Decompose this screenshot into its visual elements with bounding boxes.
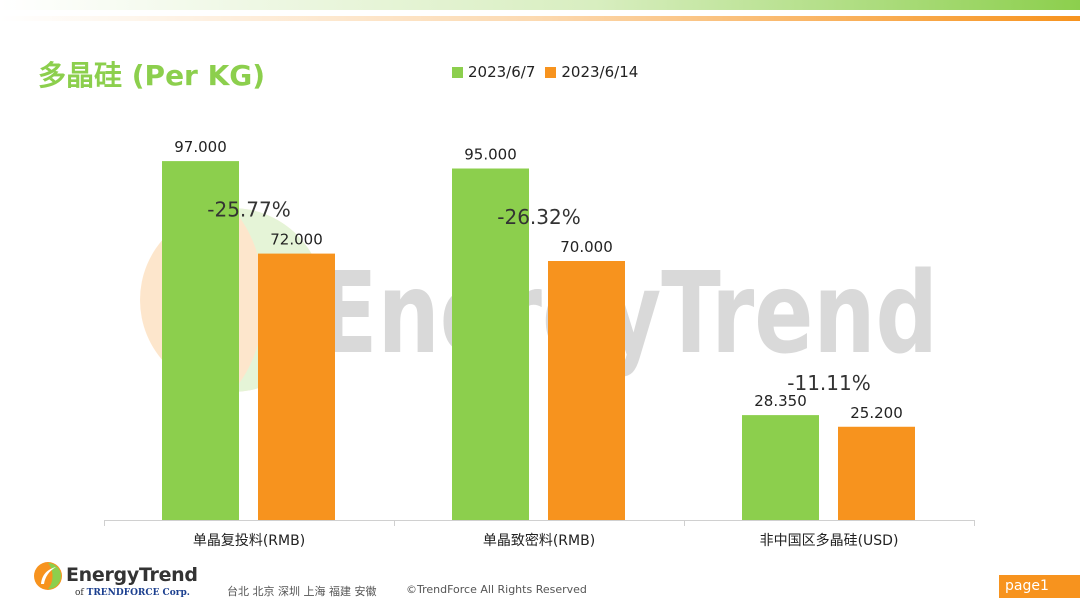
data-label-1-2: 95.000: [464, 146, 517, 164]
brand-sub-prefix: of: [75, 588, 84, 598]
brand-sub-name: TRENDFORCE Corp.: [86, 588, 190, 598]
bar-2-1: [258, 253, 335, 520]
bar-1-1: [162, 161, 239, 520]
watermark-text: EnergyTrend: [318, 249, 938, 379]
legend-label-series-2: 2023/6/14: [561, 63, 639, 81]
top-decor-bar: [0, 0, 1080, 21]
data-label-2-2: 70.000: [560, 238, 613, 256]
legend-item-series-2: 2023/6/14: [545, 63, 638, 81]
change-label-2: -26.32%: [497, 205, 580, 229]
data-label-1-1: 97.000: [174, 138, 227, 156]
x-tick-label-3: 非中国区多晶硅(USD): [760, 532, 899, 549]
x-tick-label-2: 单晶致密料(RMB): [483, 532, 595, 549]
page-number-badge: page1: [999, 575, 1080, 598]
bar-1-2: [452, 168, 529, 520]
data-label-2-1: 72.000: [270, 231, 323, 249]
bar-1-3: [742, 415, 819, 520]
bar-2-3: [838, 426, 915, 520]
energytrend-logo-icon: [34, 562, 62, 590]
x-tick-label-1: 单晶复投料(RMB): [193, 532, 305, 549]
legend-swatch-green: [452, 66, 463, 78]
legend: 2023/6/7 2023/6/14: [452, 63, 648, 81]
bar-2-2: [548, 261, 625, 520]
change-label-3: -11.11%: [787, 371, 870, 395]
footer-brand-sub: of TRENDFORCE Corp.: [75, 588, 190, 598]
footer-brand: EnergyTrend: [66, 564, 198, 586]
legend-swatch-orange: [545, 66, 557, 78]
change-label-1: -25.77%: [207, 198, 290, 222]
legend-label-series-1: 2023/6/7: [468, 63, 536, 81]
data-label-2-3: 25.200: [850, 404, 903, 422]
footer-copyright: ©TrendForce All Rights Reserved: [406, 583, 587, 596]
data-label-1-3: 28.350: [754, 392, 807, 410]
legend-item-series-1: 2023/6/7: [452, 63, 535, 81]
footer-cities: 台北 北京 深圳 上海 福建 安徽: [227, 585, 377, 598]
chart-title: 多晶硅 (Per KG): [38, 59, 266, 92]
